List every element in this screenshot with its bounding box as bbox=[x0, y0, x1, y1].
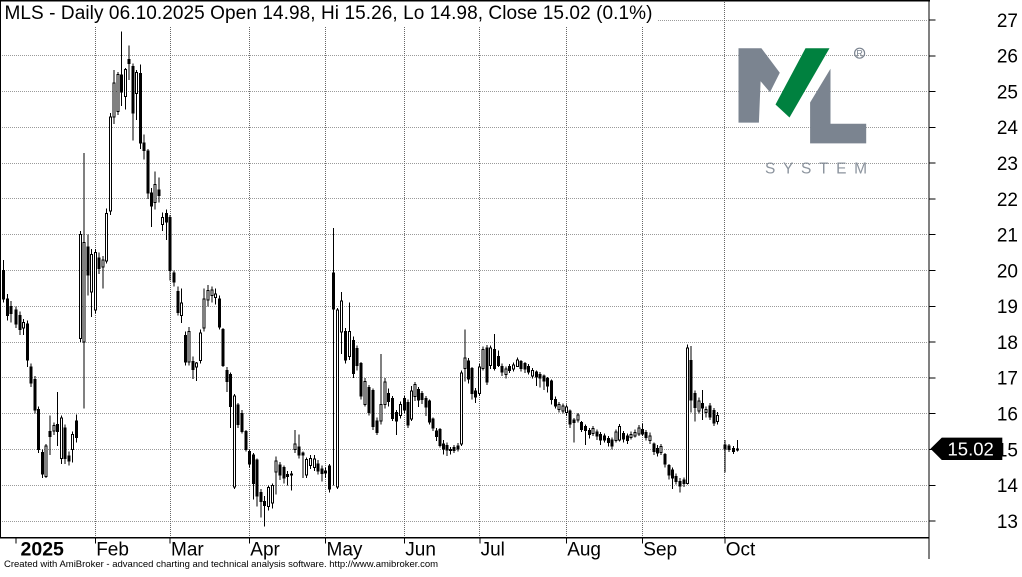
svg-text:21: 21 bbox=[997, 226, 1018, 247]
svg-text:MLS - Daily 06.10.2025 Open 14: MLS - Daily 06.10.2025 Open 14.98, Hi 15… bbox=[5, 3, 653, 24]
svg-text:Mar: Mar bbox=[171, 540, 204, 561]
svg-text:20: 20 bbox=[997, 261, 1018, 282]
svg-text:18: 18 bbox=[997, 333, 1018, 354]
svg-text:2025: 2025 bbox=[21, 539, 65, 561]
svg-text:R: R bbox=[856, 48, 863, 58]
svg-text:Apr: Apr bbox=[250, 540, 280, 561]
svg-text:17: 17 bbox=[997, 369, 1018, 390]
svg-text:14: 14 bbox=[997, 476, 1019, 497]
svg-text:Oct: Oct bbox=[726, 540, 756, 561]
svg-text:Aug: Aug bbox=[567, 540, 601, 561]
svg-text:Feb: Feb bbox=[96, 540, 129, 561]
svg-text:27: 27 bbox=[997, 11, 1018, 32]
svg-text:16: 16 bbox=[997, 405, 1018, 426]
svg-text:Jul: Jul bbox=[481, 540, 505, 561]
svg-text:Sep: Sep bbox=[643, 540, 677, 561]
svg-text:24: 24 bbox=[997, 118, 1019, 139]
svg-text:19: 19 bbox=[997, 297, 1018, 318]
svg-text:Jun: Jun bbox=[405, 540, 436, 561]
svg-text:15.02: 15.02 bbox=[948, 438, 994, 459]
svg-text:22: 22 bbox=[997, 190, 1018, 211]
svg-text:May: May bbox=[327, 540, 363, 561]
svg-text:26: 26 bbox=[997, 47, 1018, 68]
svg-text:Created with AmiBroker - advan: Created with AmiBroker - advanced charti… bbox=[4, 559, 438, 570]
svg-text:25: 25 bbox=[997, 82, 1018, 103]
svg-text:23: 23 bbox=[997, 154, 1018, 175]
svg-text:13: 13 bbox=[997, 512, 1018, 533]
